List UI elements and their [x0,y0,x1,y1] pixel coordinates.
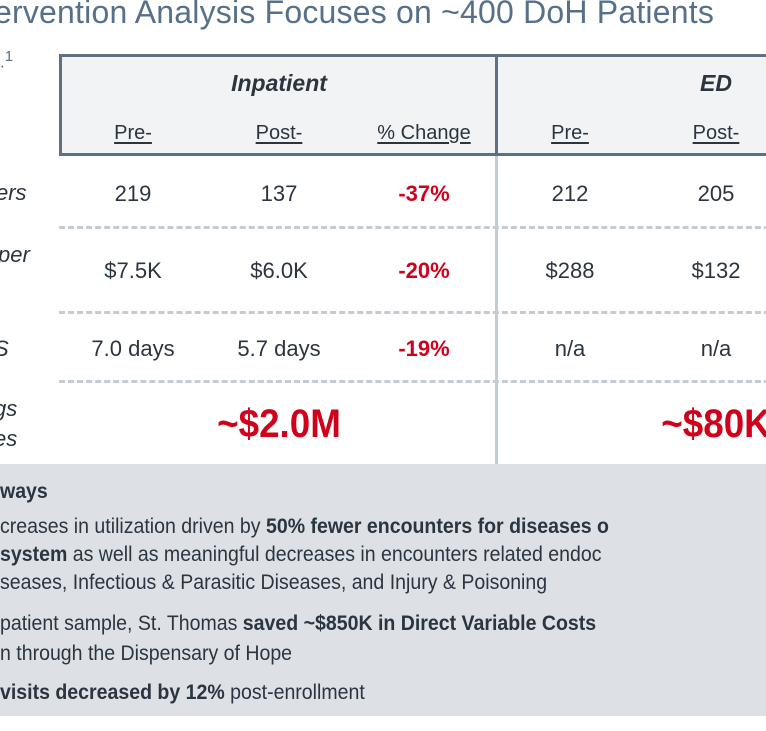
key-takeaways-panel: ways creases in utilization driven by 50… [0,464,766,716]
col-head-ed-pre: Pre- [551,122,589,144]
col-head-inpatient-post: Post- [255,122,303,144]
cell-inpatient-change: -19% [398,336,450,361]
cell-ed-post: 205 [697,181,735,206]
takeaway-line: n through the Dispensary of Hope [0,642,292,666]
cell-inpatient-change: -20% [398,258,450,283]
takeaway-line: creases in utilization driven by 50% few… [0,515,609,539]
cell-inpatient-post: 137 [260,181,298,206]
takeaway-text: seases, Infectious & Parasitic Diseases,… [0,571,548,594]
col-head-ed-post: Post- [692,122,740,144]
takeaway-text: n through the Dispensary of Hope [0,642,293,665]
savings-ed: ~$80K [661,402,766,446]
slide-title: ervention Analysis Focuses on ~400 DoH P… [0,0,715,30]
cell-inpatient-change: -37% [398,181,450,206]
cell-inpatient-pre: 7.0 days [91,336,175,361]
takeaway-line: visits decreased by 12% post-enrollment [0,681,365,705]
takeaway-line: patient sample, St. Thomas saved ~$850K … [0,612,596,636]
takeaway-emphasis: saved ~$850K in Direct Variable Costs [242,612,597,635]
row-label-los: S [0,336,9,362]
cell-inpatient-post: 5.7 days [237,336,321,361]
cell-ed-pre: 212 [551,181,589,206]
takeaway-line: seases, Infectious & Parasitic Diseases,… [0,571,547,595]
cell-inpatient-pre: 219 [114,181,152,206]
header-divider [495,54,498,156]
table-header [59,54,766,156]
row-label-cost-per: per [0,242,30,267]
row-label-savings-line1: gs [0,396,18,421]
row-label-savings-line2: es [0,426,18,451]
cell-inpatient-post: $6.0K [250,258,308,283]
takeaway-emphasis: visits decreased by 12% [0,681,225,704]
row-label-encounters: ers [0,180,27,205]
row-divider [59,380,766,383]
row-divider [59,226,766,229]
takeaway-text: creases in utilization driven by [0,515,266,538]
col-head-inpatient-change: % Change [377,122,471,144]
takeaway-emphasis: system [0,543,68,566]
col-head-inpatient-pre: Pre- [114,122,152,144]
takeaway-text: post-enrollment [224,681,365,704]
cell-ed-post: $132 [691,258,741,283]
row-divider [59,311,766,314]
takeaway-line: system as well as meaningful decreases i… [0,543,601,567]
column-divider [495,156,498,464]
takeaway-text: patient sample, St. Thomas [0,612,243,635]
cell-ed-pre: $288 [545,258,595,283]
takeaway-text: as well as meaningful decreases in encou… [67,543,602,566]
group-title-ed: ED [700,70,732,96]
group-title-inpatient: Inpatient [231,70,327,96]
cell-ed-pre: n/a [554,336,586,361]
takeaway-emphasis: 50% fewer encounters for diseases o [265,515,609,538]
takeaways-heading: ways [0,480,48,503]
cell-ed-post: n/a [700,336,732,361]
footnote-marker: .1 [0,48,14,72]
cell-inpatient-pre: $7.5K [104,258,162,283]
savings-inpatient: ~$2.0M [217,402,341,446]
